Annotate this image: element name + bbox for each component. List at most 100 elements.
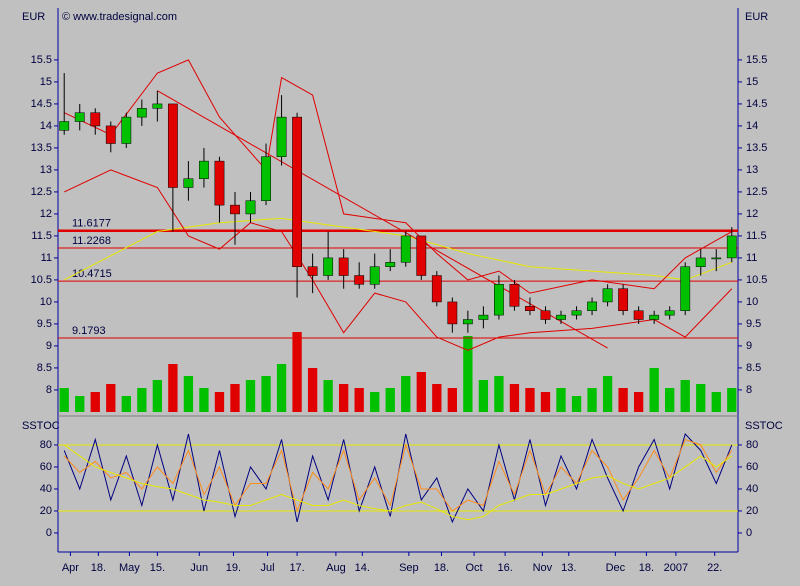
level-label: 9.1793 [72, 325, 106, 337]
candle-body [680, 266, 691, 311]
y-tick-label: 13.5 [31, 142, 52, 154]
y-tick-label: 12.5 [31, 186, 52, 198]
y-tick-label: 14 [746, 120, 758, 132]
x-tick-label: 18. [639, 562, 654, 574]
candle-body [602, 288, 613, 303]
candle-body [431, 275, 442, 303]
y-tick-label: 13 [746, 164, 758, 176]
level-label: 11.6177 [72, 218, 111, 230]
candle-body [525, 306, 535, 311]
level-label: 11.2268 [72, 235, 111, 247]
y-tick-label: 0 [46, 527, 52, 539]
y-tick-label: 9 [46, 340, 52, 352]
candle-body [105, 125, 116, 144]
candle-body [323, 257, 334, 276]
x-tick-label: 2007 [664, 562, 688, 574]
x-tick-label: Jun [190, 562, 208, 574]
y-tick-label: 0 [746, 527, 752, 539]
candle-body [167, 103, 178, 188]
x-tick-label: 13. [561, 562, 576, 574]
x-tick-label: 14. [355, 562, 370, 574]
volume-bar [261, 376, 271, 412]
candle-body [276, 116, 287, 157]
volume-bar [214, 392, 225, 412]
y-tick-label: 10.5 [31, 274, 52, 286]
x-tick-label: Aug [326, 562, 346, 574]
candle-body [338, 257, 349, 276]
y-tick-label: 10 [40, 296, 52, 308]
candle-body [152, 103, 163, 109]
indicator-line [63, 169, 733, 351]
candle-body [509, 284, 520, 307]
volume-bar [696, 384, 706, 412]
indicator-line [157, 90, 608, 349]
y-tick-label: 15 [746, 76, 758, 88]
volume-bar [587, 388, 597, 412]
volume-bar [571, 396, 582, 412]
volume-bar [183, 376, 194, 412]
volume-bar [525, 388, 535, 412]
panel-title: SSTOC [745, 420, 783, 432]
level-label: 10.4715 [72, 268, 112, 280]
y-tick-label: 14 [40, 120, 52, 132]
candle-body [121, 116, 132, 144]
panel-title: SSTOC [22, 420, 60, 432]
y-tick-label: 8 [746, 384, 752, 396]
y-tick-label: 8.5 [37, 362, 52, 374]
candle-body [618, 288, 629, 311]
y-tick-label: 12.5 [746, 186, 767, 198]
candle-body [726, 235, 737, 259]
volume-bar [727, 388, 737, 412]
currency-label: EUR [22, 11, 45, 23]
y-tick-label: 40 [746, 483, 758, 495]
volume-bar [230, 384, 240, 412]
volume-bar [432, 384, 442, 412]
y-tick-label: 20 [746, 505, 758, 517]
currency-label: EUR [745, 11, 768, 23]
volume-bar [447, 388, 457, 412]
volume-bar [556, 388, 566, 412]
volume-bar [478, 380, 489, 412]
x-tick-label: Dec [606, 562, 626, 574]
y-tick-label: 20 [40, 505, 52, 517]
x-tick-label: 22. [707, 562, 722, 574]
volume-bar [385, 388, 395, 412]
y-tick-label: 12 [40, 208, 52, 220]
volume-bar [245, 380, 256, 412]
y-tick-label: 15 [40, 76, 52, 88]
candle-body [369, 266, 380, 285]
candle-body [74, 112, 85, 122]
volume-bar [665, 388, 675, 412]
x-tick-label: Oct [466, 562, 483, 574]
y-tick-label: 8.5 [746, 362, 761, 374]
x-tick-label: 17. [289, 562, 304, 574]
y-tick-label: 9.5 [37, 318, 52, 330]
candle-body [587, 301, 597, 311]
candle-body [447, 301, 458, 325]
x-tick-label: 15. [150, 562, 165, 574]
candle-body [494, 284, 504, 316]
volume-bar [602, 376, 613, 412]
volume-bar [370, 392, 380, 412]
candle-body [695, 257, 706, 267]
candle-body [59, 121, 70, 131]
y-tick-label: 13.5 [746, 142, 767, 154]
candle-body [261, 156, 271, 201]
volume-bar [618, 388, 628, 412]
oscillator-line [63, 444, 733, 521]
volume-bar [106, 384, 116, 412]
volume-bar [276, 364, 287, 412]
y-tick-label: 12 [746, 208, 758, 220]
y-tick-label: 40 [40, 483, 52, 495]
candle-body [571, 310, 582, 316]
volume-bar [121, 396, 131, 412]
x-tick-label: 16. [497, 562, 512, 574]
y-tick-label: 14.5 [746, 98, 767, 110]
copyright: © www.tradesignal.com [62, 11, 177, 23]
volume-bar [401, 376, 411, 412]
y-tick-label: 11 [746, 252, 757, 264]
y-tick-label: 9.5 [746, 318, 761, 330]
y-tick-label: 9 [746, 340, 752, 352]
x-tick-label: 18. [434, 562, 449, 574]
